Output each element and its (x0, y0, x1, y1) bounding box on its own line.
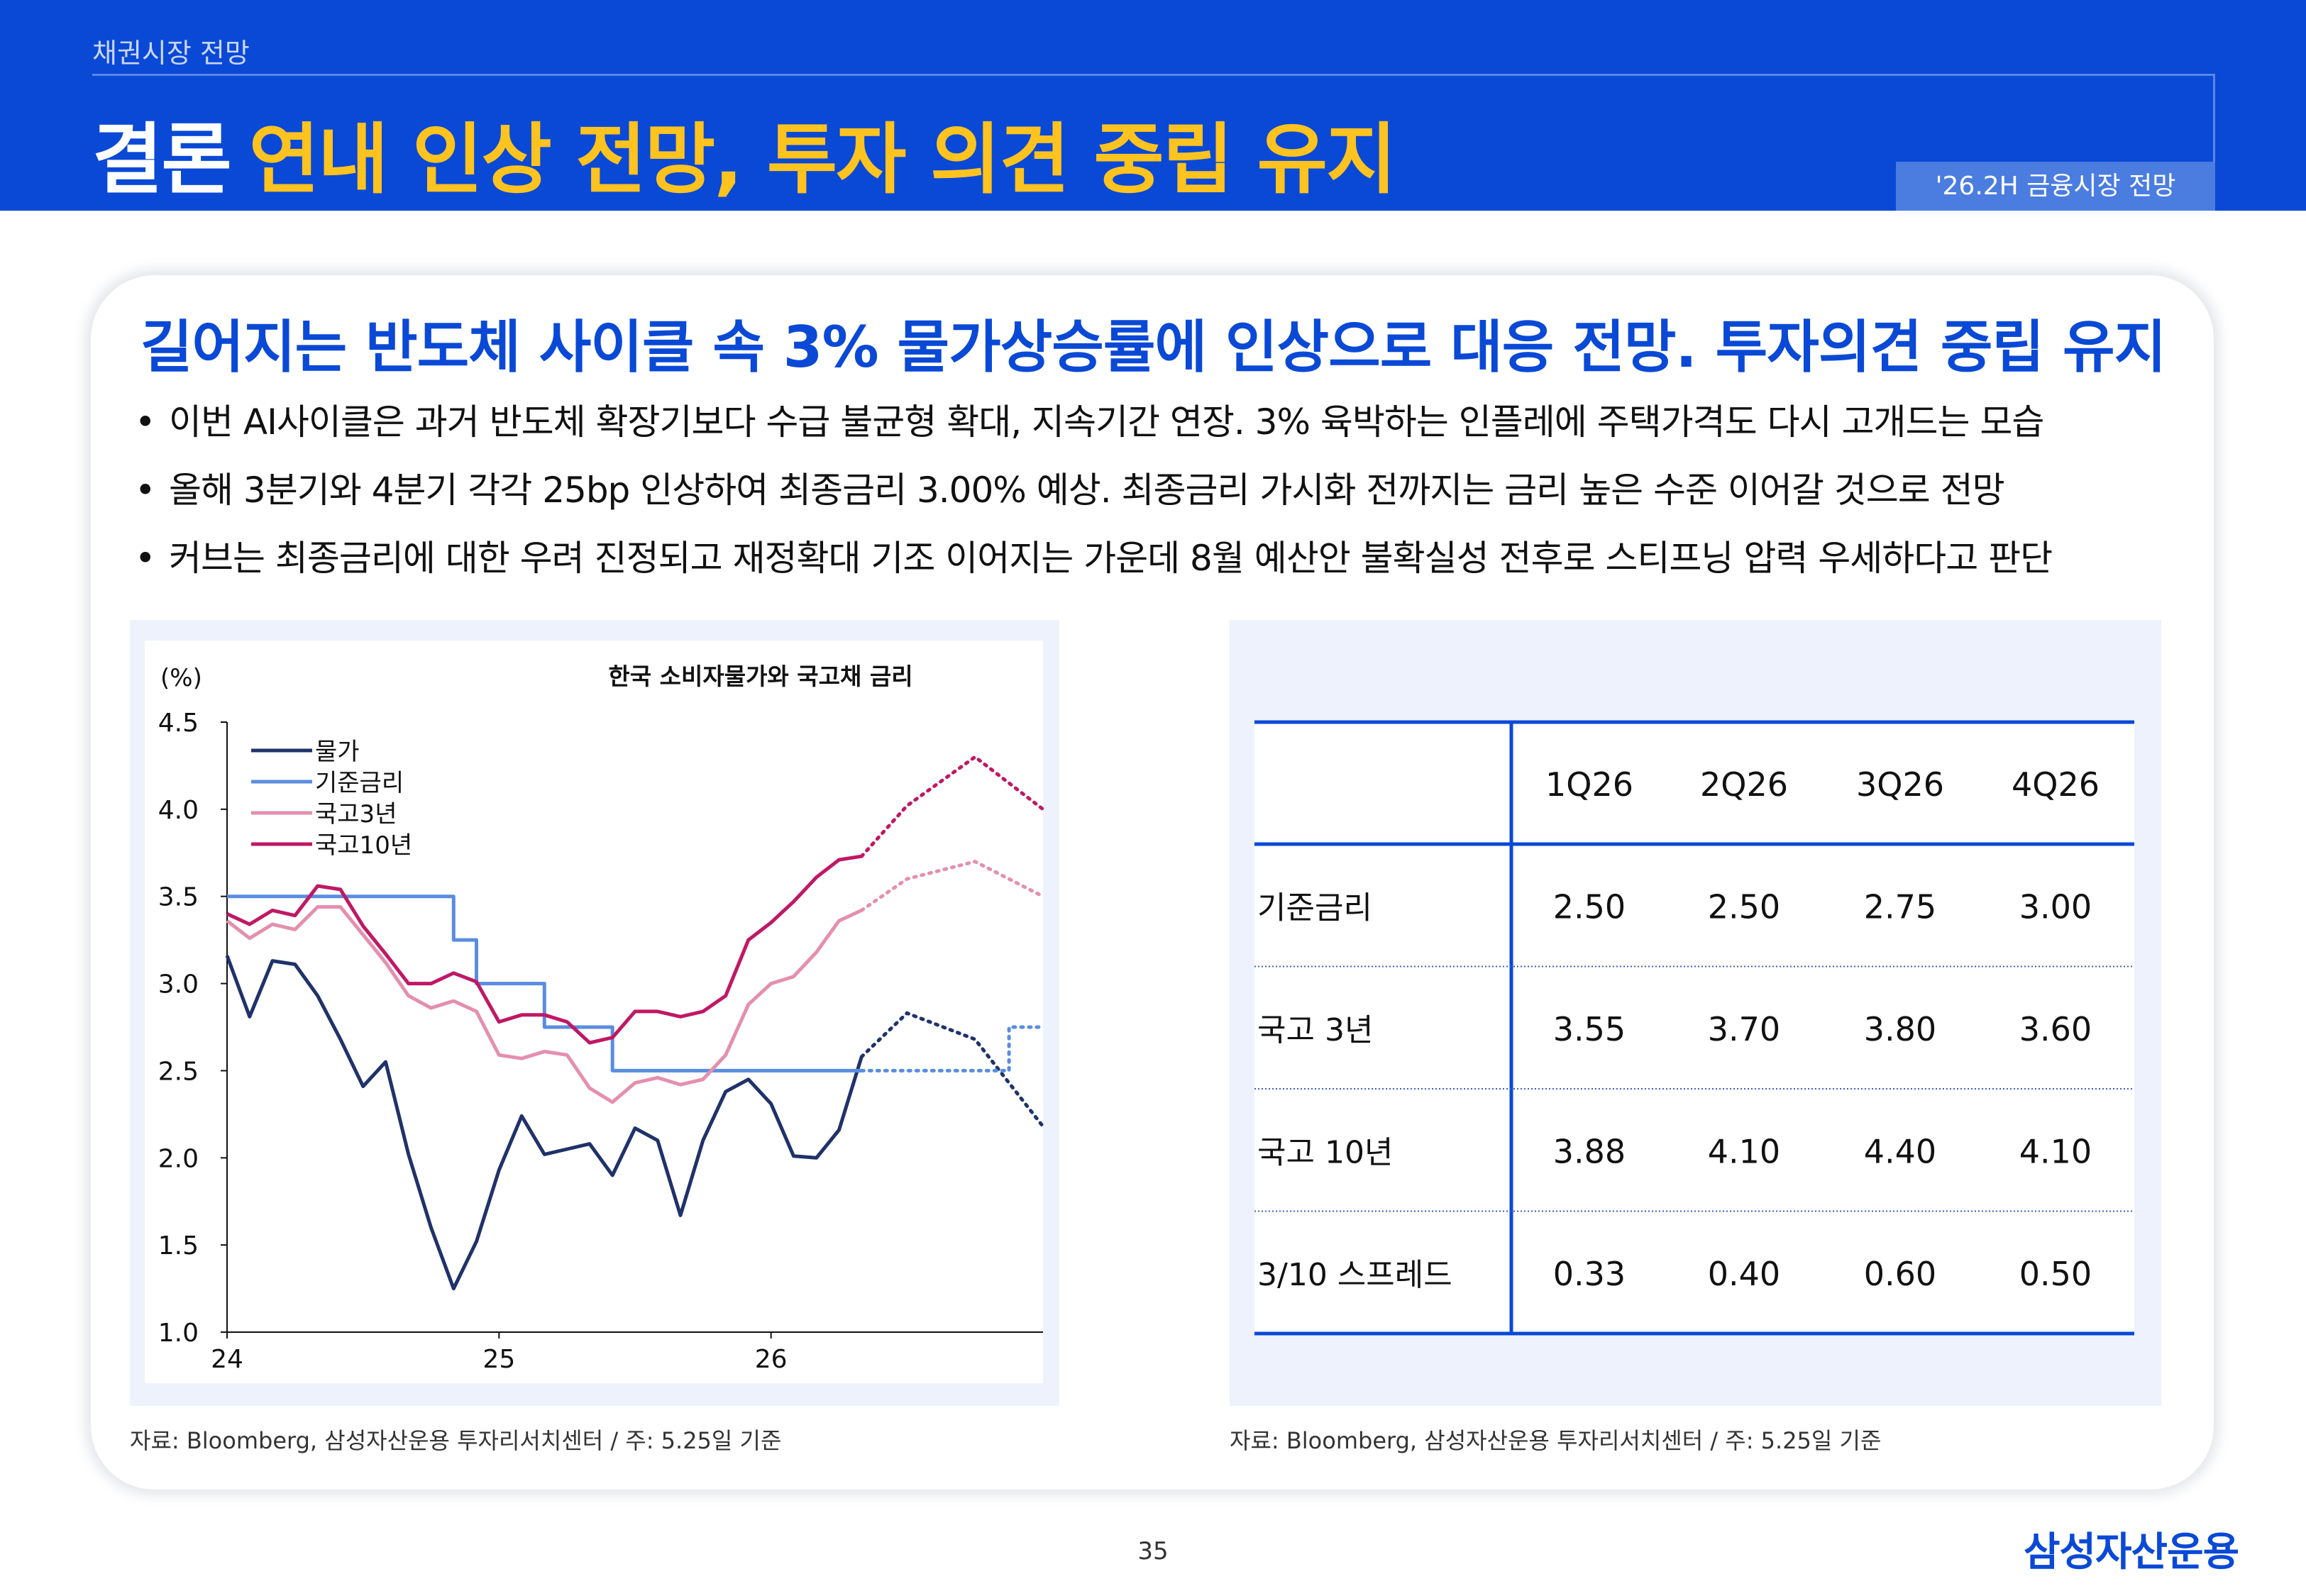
series-line-ktb-3y (226, 905, 863, 1104)
table-row-label: 국고 10년 (1257, 1134, 1393, 1170)
page-title-lead: 결론 (92, 116, 232, 204)
legend-label-ktb-10y: 국고10년 (315, 831, 412, 860)
bullet-item: • 이번 AI사이클은 과거 반도체 확장기보다 수급 불균형 확대, 지속기간 … (135, 397, 2178, 465)
series-line-ktb-10y (226, 854, 862, 1045)
bullet-text: 커브는 최종금리에 대한 우려 진정되고 재정확대 기조 이어지는 가운데 8월… (169, 538, 2053, 579)
y-tick-label: 3.5 (158, 883, 199, 912)
table-body (1254, 722, 2134, 1334)
table-cell: 2.50 (1553, 887, 1626, 926)
table-cell: 2.75 (1864, 887, 1936, 926)
header-divider (92, 74, 2215, 76)
bullet-marker: • (135, 401, 156, 443)
legend-label-base-rate: 기준금리 (315, 769, 404, 797)
y-tick-label: 4.5 (158, 709, 199, 738)
headline: 길어지는 반도체 사이클 속 3% 물가상승률에 인상으로 대응 전망. 투자의… (140, 314, 2166, 380)
table-cell: 4.40 (1864, 1132, 1936, 1170)
x-tick-label: 24 (211, 1345, 243, 1374)
bullet-item: • 커브는 최종금리에 대한 우려 진정되고 재정확대 기조 이어지는 가운데 8… (135, 533, 2178, 602)
y-tick-label: 3.0 (158, 970, 199, 999)
table-column-header: 3Q26 (1856, 765, 1944, 804)
y-tick-label: 2.5 (158, 1057, 199, 1086)
table-cell: 3.55 (1553, 1010, 1626, 1048)
table-source-note: 자료: Bloomberg, 삼성자산운용 투자리서치센터 / 주: 5.25일… (1230, 1427, 1882, 1454)
page-title: 결론 연내 인상 전망, 투자 의견 중립 유지 (92, 98, 1397, 209)
forecast-line-cpi (859, 1011, 1045, 1129)
page-title-sub: 연내 인상 전망, 투자 의견 중립 유지 (248, 116, 1397, 204)
y-tick-label: 2.0 (158, 1144, 199, 1173)
forecast-line-ktb-3y (859, 859, 1045, 912)
table-cell: 4.10 (1708, 1132, 1780, 1170)
x-tick-label: 25 (482, 1345, 515, 1374)
y-tick-label: 1.5 (158, 1231, 199, 1260)
table-row-label: 3/10 스프레드 (1257, 1257, 1452, 1293)
report-badge: '26.2H 금융시장 전망 (1896, 162, 2215, 211)
table-cell: 3.00 (2019, 887, 2092, 926)
company-logo: 삼성자산운용 (2024, 1529, 2239, 1575)
table-cell: 3.88 (1553, 1132, 1626, 1170)
chart-area (145, 641, 1043, 1383)
forecast-line-ktb-10y (859, 754, 1045, 858)
table-cell: 0.60 (1864, 1255, 1936, 1293)
table-column-header: 1Q26 (1545, 765, 1633, 804)
table-cell: 3.80 (1864, 1010, 1936, 1048)
header-divider-vertical (2213, 74, 2215, 162)
series-line-cpi (225, 955, 864, 1291)
forecast-line-base-rate (859, 1025, 1045, 1073)
bullet-marker: • (135, 470, 156, 511)
bullet-text: 올해 3분기와 4분기 각각 25bp 인상하여 최종금리 3.00% 예상. … (169, 470, 2005, 511)
table-row-label: 기준금리 (1257, 890, 1372, 926)
breadcrumb: 채권시장 전망 (92, 38, 250, 69)
bullet-list: • 이번 AI사이클은 과거 반도체 확장기보다 수급 불균형 확대, 지속기간 … (135, 397, 2178, 602)
legend-label-cpi: 물가 (315, 738, 360, 766)
chart-source-note: 자료: Bloomberg, 삼성자산운용 투자리서치센터 / 주: 5.25일… (130, 1427, 782, 1454)
table-cell: 3.60 (2019, 1010, 2092, 1048)
table-cell: 3.70 (1708, 1010, 1780, 1048)
y-axis-unit-label: (%) (160, 664, 202, 692)
bullet-marker: • (135, 538, 156, 579)
y-tick-label: 4.0 (158, 796, 199, 825)
table-cell: 0.50 (2019, 1255, 2092, 1293)
bullet-item: • 올해 3분기와 4분기 각각 25bp 인상하여 최종금리 3.00% 예상.… (135, 465, 2178, 533)
table-cell: 0.33 (1553, 1255, 1626, 1293)
x-tick-label: 26 (755, 1345, 788, 1374)
table-column-header: 4Q26 (2012, 765, 2100, 804)
page-number: 35 (1137, 1537, 1169, 1565)
chart-title: 한국 소비자물가와 국고채 금리 (608, 663, 912, 690)
series-line-base-rate (227, 894, 862, 1073)
table-cell: 0.40 (1708, 1255, 1780, 1293)
table-row-label: 국고 3년 (1257, 1012, 1373, 1048)
legend-label-ktb-3y: 국고3년 (315, 800, 397, 829)
table-cell: 4.10 (2019, 1132, 2092, 1170)
table-cell: 2.50 (1708, 887, 1780, 926)
bullet-text: 이번 AI사이클은 과거 반도체 확장기보다 수급 불균형 확대, 지속기간 연… (169, 401, 2044, 443)
y-tick-label: 1.0 (158, 1319, 199, 1348)
table-column-header: 2Q26 (1700, 765, 1788, 804)
